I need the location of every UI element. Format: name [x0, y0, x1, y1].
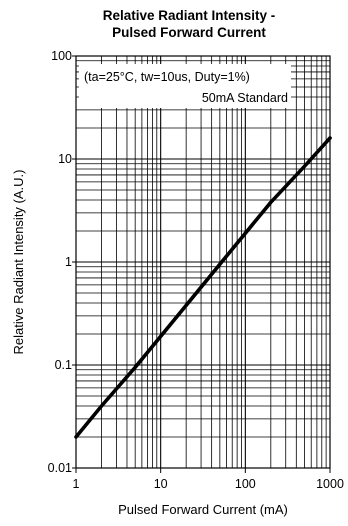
chart-title-line1: Relative Radiant Intensity -	[103, 8, 276, 23]
x-axis-label: Pulsed Forward Current (mA)	[118, 502, 288, 517]
tick-labels: 1 10 100 1000 0.01 0.1 1 10 100	[48, 49, 344, 491]
annotation-box	[79, 64, 291, 108]
series-layer	[74, 136, 332, 439]
x-tick-label: 1000	[316, 477, 344, 491]
y-tick-label: 10	[58, 152, 72, 166]
annotation-conditions: (ta=25°C, tw=10us, Duty=1%)	[84, 70, 250, 84]
x-tick-label: 1	[73, 477, 80, 491]
y-axis-label: Relative Radiant Intensity (A.U.)	[11, 170, 26, 355]
y-tick-label: 0.1	[55, 358, 72, 372]
x-tick-label: 10	[154, 477, 168, 491]
y-tick-label: 0.01	[48, 461, 72, 475]
y-tick-label: 1	[65, 255, 72, 269]
x-tick-label: 100	[235, 477, 256, 491]
chart-title-line2: Pulsed Forward Current	[112, 25, 266, 40]
y-tick-label: 100	[51, 49, 72, 63]
grid-lines	[76, 56, 330, 468]
annotation-standard: 50mA Standard	[202, 91, 288, 105]
series-line-0	[74, 136, 332, 439]
